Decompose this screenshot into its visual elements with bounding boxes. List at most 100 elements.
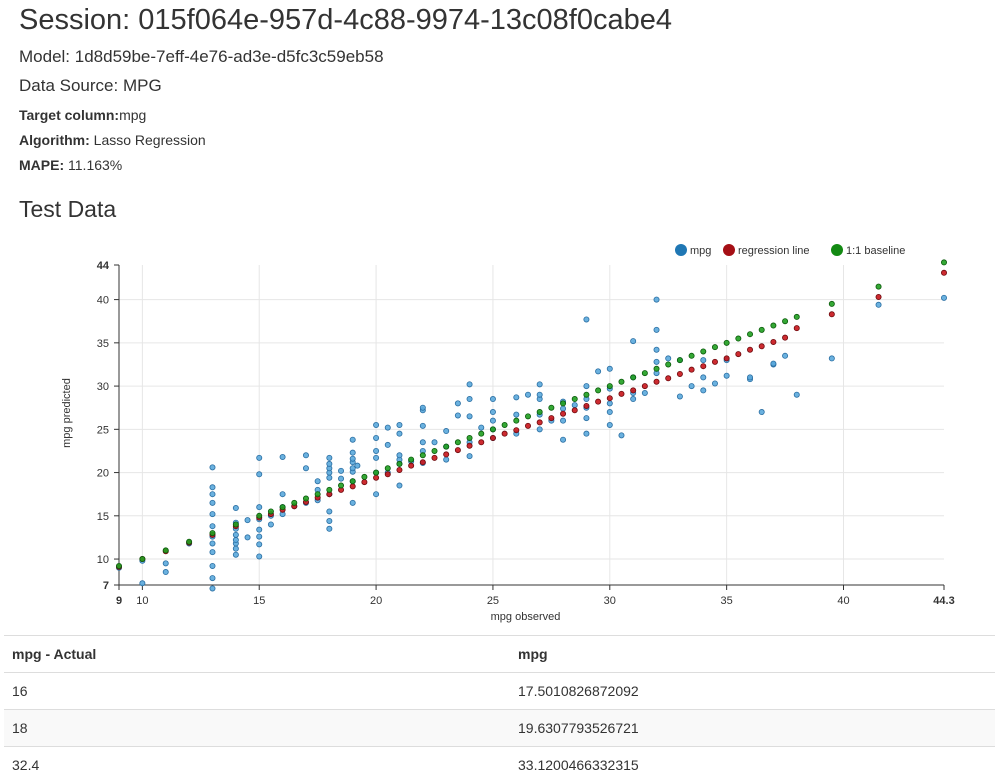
- mpg-point: [455, 401, 460, 406]
- mpg-point: [327, 518, 332, 523]
- mpg-point: [467, 454, 472, 459]
- legend-marker: [723, 244, 735, 256]
- regression-point: [596, 399, 601, 404]
- regression-point: [362, 479, 367, 484]
- legend-label: mpg: [690, 245, 711, 257]
- baseline-point: [303, 496, 308, 501]
- regression-point: [677, 371, 682, 376]
- mpg-point: [303, 466, 308, 471]
- regression-point: [409, 463, 414, 468]
- mpg-point: [584, 431, 589, 436]
- baseline-point: [479, 431, 484, 436]
- session-title: Session: 015f064e-957d-4c88-9974-13c08f0…: [19, 0, 995, 37]
- mpg-point: [303, 453, 308, 458]
- regression-point: [876, 294, 881, 299]
- baseline-point: [560, 401, 565, 406]
- y-axis-label: mpg predicted: [61, 378, 73, 448]
- table-header-row: mpg - Actual mpg: [4, 636, 995, 673]
- baseline-point: [514, 418, 519, 423]
- baseline-point: [420, 453, 425, 458]
- mpg-point: [432, 440, 437, 445]
- regression-point: [525, 423, 530, 428]
- baseline-point: [596, 388, 601, 393]
- mpg-point: [941, 295, 946, 300]
- mpg-point: [514, 412, 519, 417]
- mpg-point: [642, 390, 647, 395]
- mpg-point: [257, 534, 262, 539]
- mpg-point: [584, 383, 589, 388]
- mpg-point: [385, 442, 390, 447]
- mpg-point: [257, 527, 262, 532]
- mpg-point: [455, 413, 460, 418]
- regression-point: [941, 270, 946, 275]
- table-row: 16 17.5010826872092: [4, 673, 995, 710]
- mpg-point: [654, 347, 659, 352]
- mpg-point: [163, 569, 168, 574]
- mpg-point: [373, 422, 378, 427]
- mpg-point: [654, 359, 659, 364]
- y-tick-label: 10: [97, 554, 109, 566]
- mpg-point: [490, 409, 495, 414]
- baseline-point: [876, 284, 881, 289]
- regression-point: [724, 356, 729, 361]
- mpg-point: [560, 406, 565, 411]
- baseline-point: [677, 358, 682, 363]
- baseline-point: [280, 505, 285, 510]
- baseline-point: [537, 409, 542, 414]
- baseline-point: [502, 422, 507, 427]
- mpg-point: [140, 581, 145, 586]
- header-actual: mpg - Actual: [4, 636, 510, 673]
- mpg-point: [782, 353, 787, 358]
- baseline-point: [490, 427, 495, 432]
- cell-predicted: 17.5010826872092: [510, 673, 995, 710]
- mpg-point: [467, 382, 472, 387]
- mpg-point: [315, 479, 320, 484]
- baseline-point: [467, 435, 472, 440]
- baseline-point: [712, 345, 717, 350]
- baseline-point: [782, 319, 787, 324]
- y-tick-label: 15: [97, 511, 109, 523]
- baseline-point: [724, 340, 729, 345]
- regression-point: [397, 467, 402, 472]
- baseline-point: [701, 349, 706, 354]
- model-id: Model: 1d8d59be-7eff-4e76-ad3e-d5fc3c59e…: [19, 46, 995, 68]
- mpg-point: [572, 403, 577, 408]
- mpg-point: [397, 483, 402, 488]
- baseline-point: [268, 509, 273, 514]
- x-tick-label: 40: [837, 595, 849, 607]
- data-source: Data Source: MPG: [19, 75, 995, 97]
- mpg-point: [631, 339, 636, 344]
- y-tick-label: 40: [97, 295, 109, 307]
- mpg-point: [350, 500, 355, 505]
- mpg-point: [397, 453, 402, 458]
- regression-point: [654, 379, 659, 384]
- mpg-point: [257, 554, 262, 559]
- regression-point: [537, 420, 542, 425]
- mpg-point: [397, 431, 402, 436]
- regression-point: [666, 376, 671, 381]
- mpg-point: [712, 381, 717, 386]
- legend-marker: [675, 244, 687, 256]
- baseline-point: [747, 332, 752, 337]
- mpg-point: [689, 383, 694, 388]
- y-tick-label: 44: [97, 260, 110, 272]
- mpg-point: [373, 455, 378, 460]
- baseline-point: [444, 444, 449, 449]
- regression-point: [607, 396, 612, 401]
- regression-point: [712, 359, 717, 364]
- mpg-point: [210, 550, 215, 555]
- baseline-point: [771, 323, 776, 328]
- mpg-point: [385, 425, 390, 430]
- regression-point: [549, 415, 554, 420]
- algorithm-label: Algorithm:: [19, 132, 90, 148]
- regression-point: [736, 351, 741, 356]
- regression-point: [829, 312, 834, 317]
- legend-regression: regression line: [723, 244, 810, 257]
- mpg-point: [257, 472, 262, 477]
- mpg-point: [245, 518, 250, 523]
- x-axis-label: mpg observed: [491, 611, 561, 623]
- mpg-point: [280, 454, 285, 459]
- results-table: mpg - Actual mpg 16 17.5010826872092 18 …: [4, 635, 995, 783]
- mpg-point: [724, 373, 729, 378]
